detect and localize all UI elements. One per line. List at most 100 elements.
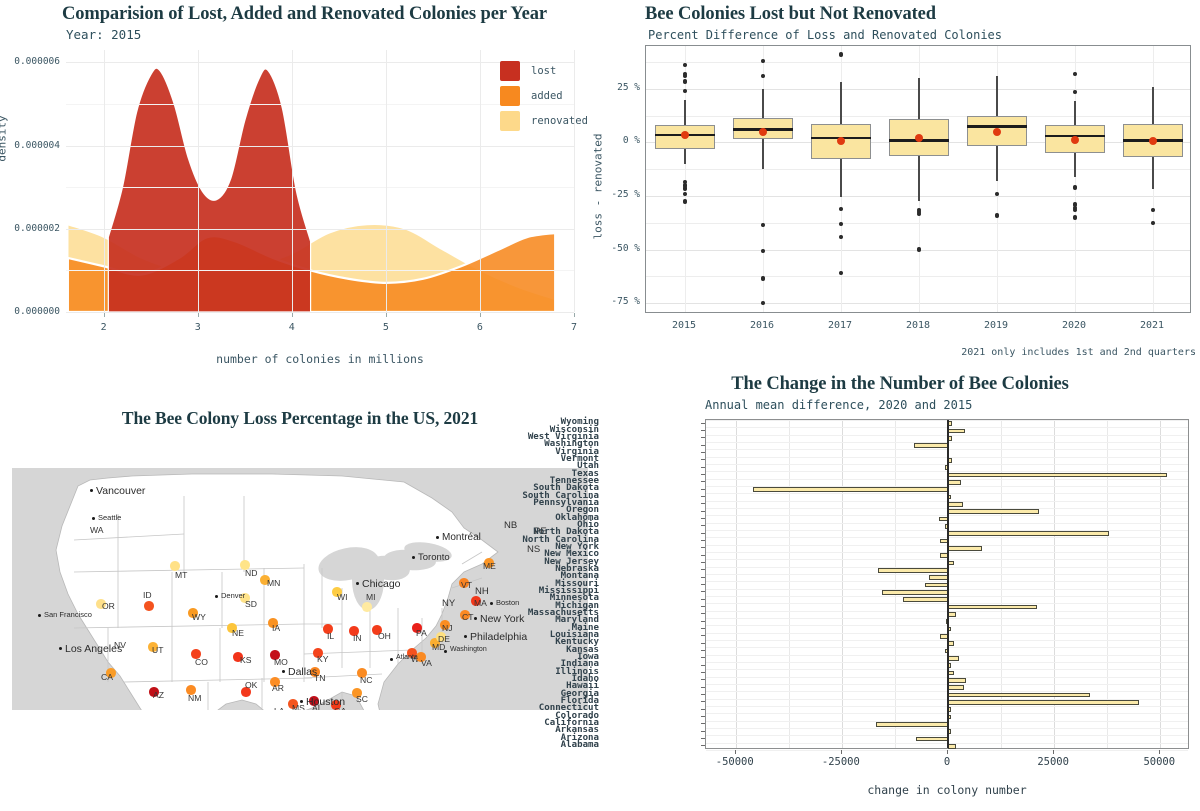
- map-state-point-wy[interactable]: [188, 608, 198, 618]
- map-state-point-ks[interactable]: [233, 652, 243, 662]
- state-bar[interactable]: [948, 502, 963, 507]
- map-state-point-vt[interactable]: [459, 578, 469, 588]
- state-label-west-virginia: West Virginia: [527, 431, 599, 442]
- state-label-oregon: Oregon: [566, 505, 599, 516]
- state-bar[interactable]: [948, 560, 955, 566]
- state-bar[interactable]: [948, 678, 966, 683]
- state-bar[interactable]: [903, 597, 948, 602]
- map-state-code-ks: KS: [240, 655, 252, 665]
- map-state-code-mn: MN: [267, 578, 281, 588]
- state-axis-tick: [701, 650, 705, 651]
- map-state-point-va[interactable]: [416, 652, 426, 662]
- map-canvas[interactable]: Golfo de CaliforniaGulf of MexicoSargass…: [12, 468, 588, 710]
- state-axis-tick: [701, 716, 705, 717]
- map-state-point-ne[interactable]: [227, 623, 237, 633]
- map-state-point-ut[interactable]: [148, 642, 158, 652]
- state-bar[interactable]: [948, 509, 1040, 514]
- map-state-point-wv[interactable]: [407, 648, 417, 658]
- map-state-point-md[interactable]: [430, 638, 440, 648]
- gridline-v: [197, 50, 199, 312]
- state-bar[interactable]: [948, 692, 1091, 698]
- state-bar[interactable]: [948, 685, 965, 690]
- map-state-point-mn[interactable]: [260, 575, 270, 585]
- legend-item-lost[interactable]: lost: [500, 58, 588, 83]
- state-axis-tick: [701, 459, 705, 461]
- state-bar[interactable]: [948, 428, 965, 434]
- map-state-point-nm[interactable]: [186, 685, 196, 695]
- map-state-point-tn[interactable]: [310, 667, 320, 677]
- density-y-tick-label: 0.000004: [14, 139, 60, 151]
- state-axis-tick: [701, 496, 705, 497]
- map-state-code-nd: ND: [245, 568, 258, 578]
- map-state-point-sd[interactable]: [240, 593, 250, 603]
- map-state-point-oh[interactable]: [372, 625, 382, 635]
- state-bar[interactable]: [948, 612, 957, 617]
- gridline-h: [706, 728, 1188, 729]
- map-state-point-ga[interactable]: [331, 700, 341, 710]
- state-bar[interactable]: [948, 656, 959, 661]
- state-bar[interactable]: [875, 722, 948, 727]
- map-state-point-al[interactable]: [309, 696, 319, 706]
- map-state-point-ms[interactable]: [288, 699, 298, 709]
- state-bar[interactable]: [916, 736, 948, 742]
- map-state-point-sc[interactable]: [352, 688, 362, 698]
- gridline-v: [574, 50, 575, 312]
- map-state-point-ma[interactable]: [471, 596, 481, 606]
- boxplot-box[interactable]: [967, 115, 1027, 146]
- gridline-h: [706, 603, 1188, 605]
- map-state-point-id[interactable]: [144, 601, 154, 611]
- state-bar[interactable]: [948, 472, 1167, 478]
- map-state-point-mo[interactable]: [270, 650, 280, 660]
- map-state-point-mt[interactable]: [170, 561, 180, 571]
- map-state-point-wi[interactable]: [332, 587, 342, 597]
- map-state-point-il[interactable]: [323, 624, 333, 634]
- state-bar[interactable]: [948, 700, 1140, 705]
- gridline-h: [706, 640, 1188, 641]
- map-state-code-ia: IA: [272, 623, 281, 633]
- map-state-point-ky[interactable]: [313, 648, 323, 658]
- state-axis-tick: [701, 562, 705, 563]
- map-state-point-nj[interactable]: [440, 620, 450, 630]
- state-bar[interactable]: [924, 582, 948, 588]
- state-bar[interactable]: [914, 443, 948, 448]
- boxplot-outlier: [682, 88, 688, 94]
- state-label-florida: Florida: [560, 695, 599, 706]
- state-bar[interactable]: [948, 531, 1110, 536]
- state-bar[interactable]: [752, 487, 948, 492]
- map-title: The Bee Colony Loss Percentage in the US…: [121, 408, 479, 428]
- map-state-point-in[interactable]: [349, 626, 359, 636]
- map-state-border: [73, 533, 185, 541]
- legend-item-renovated[interactable]: renovated: [500, 108, 588, 133]
- state-bar[interactable]: [882, 590, 948, 595]
- map-city-label: Chicago: [362, 578, 401, 590]
- state-bar[interactable]: [948, 744, 956, 749]
- gridline-h: [706, 654, 1188, 656]
- map-state-point-pa[interactable]: [412, 623, 422, 633]
- map-state-point-az[interactable]: [149, 687, 159, 697]
- map-state-point-ca[interactable]: [106, 668, 116, 678]
- map-state-point-de[interactable]: [436, 632, 446, 642]
- state-bar[interactable]: [948, 480, 961, 485]
- map-state-point-co[interactable]: [191, 649, 201, 659]
- state-bar[interactable]: [948, 670, 954, 676]
- map-state-point-mi[interactable]: [362, 602, 372, 612]
- state-label-pennsylvania: Pennsylvania: [533, 497, 599, 508]
- map-state-point-nd[interactable]: [240, 560, 250, 570]
- map-state-point-me[interactable]: [484, 558, 494, 568]
- state-bar[interactable]: [877, 568, 948, 573]
- gridline-h: [706, 420, 1188, 421]
- map-state-point-nc[interactable]: [357, 668, 367, 678]
- state-bar[interactable]: [928, 575, 948, 580]
- gridline-h: [66, 104, 574, 106]
- map-state-point-ok[interactable]: [241, 687, 251, 697]
- gridline-h: [646, 88, 1190, 90]
- state-label-wyoming: Wyoming: [560, 417, 599, 428]
- map-state-point-or[interactable]: [96, 599, 106, 609]
- legend-item-added[interactable]: added: [500, 83, 588, 108]
- state-bar[interactable]: [948, 604, 1038, 610]
- state-bar[interactable]: [948, 546, 982, 551]
- state-bar[interactable]: [948, 641, 954, 646]
- map-state-point-ct[interactable]: [460, 610, 470, 620]
- map-state-point-ia[interactable]: [268, 618, 278, 628]
- map-state-point-ar[interactable]: [270, 677, 280, 687]
